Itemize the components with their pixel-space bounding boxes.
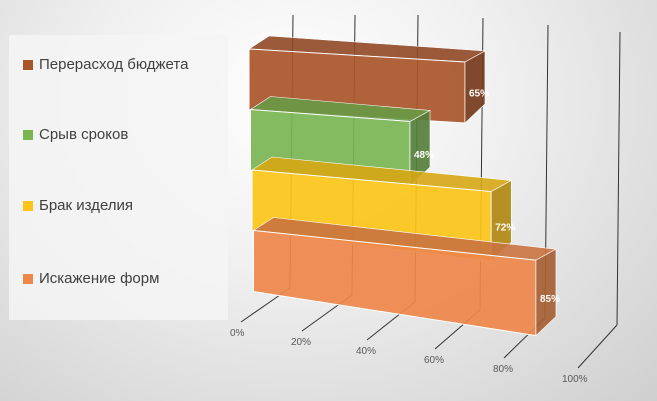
legend-label: Брак изделия <box>39 197 134 214</box>
data-label: 48% <box>414 150 434 161</box>
bar-side-face <box>409 109 431 187</box>
legend-swatch <box>23 273 33 284</box>
bar-side-face <box>535 248 557 337</box>
gridline <box>616 31 621 326</box>
data-label: 85% <box>540 294 560 305</box>
legend-label: Искажение форм <box>39 270 160 287</box>
x-tick-label: 0% <box>230 328 245 339</box>
legend-swatch <box>23 59 33 70</box>
legend-item: Срыв сроков <box>23 126 128 143</box>
legend-swatch <box>23 200 33 211</box>
x-tick-label: 60% <box>424 355 444 366</box>
legend-item: Перерасход бюджета <box>23 56 188 73</box>
data-label: 65% <box>469 88 489 99</box>
x-tick-label: 100% <box>562 374 588 385</box>
x-tick-label: 20% <box>291 337 311 348</box>
legend-label: Перерасход бюджета <box>39 56 189 73</box>
bar-side-face <box>464 50 486 124</box>
data-label: 72% <box>495 222 515 233</box>
x-tick-label: 80% <box>493 364 513 375</box>
legend-item: Брак изделия <box>23 197 133 214</box>
legend-swatch <box>23 129 33 140</box>
legend-label: Срыв сроков <box>39 126 129 143</box>
bar-side-face <box>490 180 512 263</box>
x-tick-label: 40% <box>356 346 376 357</box>
legend-item: Искажение форм <box>23 270 159 287</box>
floor-gridline <box>577 324 618 369</box>
chart-legend: Перерасход бюджета Срыв сроков Брак издели… <box>9 35 228 320</box>
